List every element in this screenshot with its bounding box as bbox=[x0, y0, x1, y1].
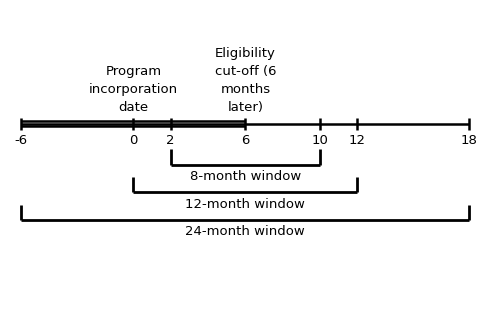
Text: -6: -6 bbox=[15, 134, 28, 147]
Text: 2: 2 bbox=[166, 134, 175, 147]
Text: 24-month window: 24-month window bbox=[186, 225, 305, 238]
Text: 0: 0 bbox=[129, 134, 138, 147]
Text: 12-month window: 12-month window bbox=[186, 197, 306, 210]
Text: 12: 12 bbox=[349, 134, 366, 147]
Text: 8-month window: 8-month window bbox=[190, 170, 301, 183]
Text: 6: 6 bbox=[241, 134, 250, 147]
Text: Eligibility
cut-off (6
months
later): Eligibility cut-off (6 months later) bbox=[214, 47, 276, 114]
Text: Program
incorporation
date: Program incorporation date bbox=[89, 65, 178, 114]
Text: 10: 10 bbox=[312, 134, 328, 147]
Text: 18: 18 bbox=[461, 134, 477, 147]
